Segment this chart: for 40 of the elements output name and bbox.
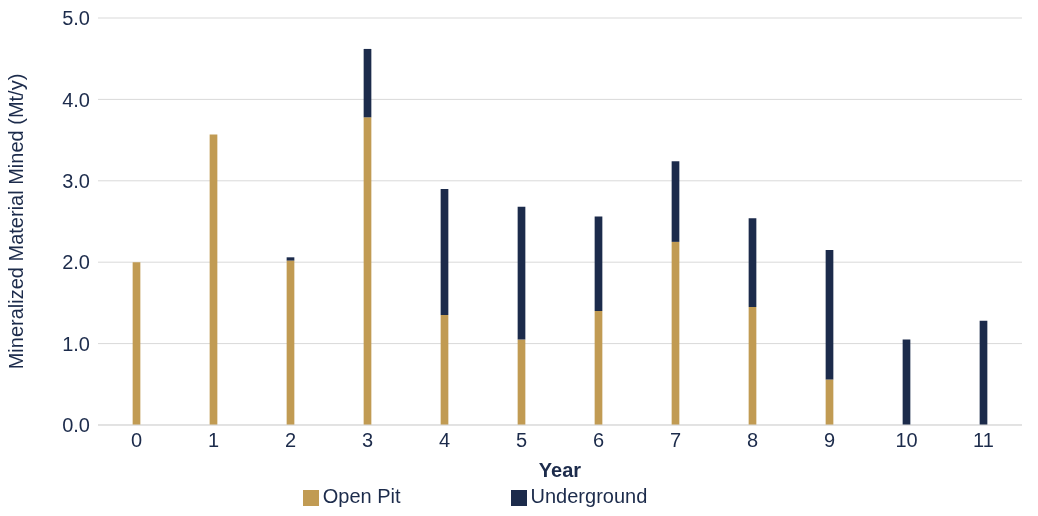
x-tick-label: 1	[207, 429, 220, 452]
bar	[132, 262, 141, 425]
x-tick-label: 2	[284, 429, 297, 452]
legend-label: Open Pit	[322, 485, 401, 507]
y-tick-label: 2.0	[62, 251, 90, 274]
bar	[440, 188, 449, 316]
bar	[363, 48, 372, 118]
x-tick-label: 9	[823, 429, 836, 452]
y-tick-label: 0.0	[62, 414, 90, 437]
bar	[594, 216, 603, 312]
bar	[825, 379, 834, 425]
y-tick-label: 1.0	[62, 332, 90, 355]
legend-label: Underground	[530, 485, 648, 507]
y-tick-label: 3.0	[62, 169, 90, 192]
bar	[748, 218, 757, 307]
y-tick-label: 5.0	[62, 7, 90, 30]
bar	[286, 260, 295, 425]
bar	[517, 206, 526, 340]
bar	[825, 249, 834, 380]
bar	[363, 117, 372, 425]
bar	[440, 315, 449, 425]
bar	[671, 241, 680, 425]
bar	[748, 306, 757, 425]
x-tick-label: 11	[973, 429, 994, 452]
bar	[671, 161, 680, 242]
y-axis-title: Mineralized Material Mined (Mt/y)	[5, 73, 28, 370]
bar	[594, 311, 603, 425]
x-tick-label: 8	[746, 429, 759, 452]
x-tick-label: 5	[515, 429, 528, 452]
x-tick-label: 4	[438, 429, 451, 452]
x-tick-label: 6	[592, 429, 605, 452]
bar	[286, 257, 295, 261]
bar	[979, 320, 988, 425]
x-tick-label: 3	[361, 429, 374, 452]
x-tick-label: 0	[130, 429, 143, 452]
bar	[209, 134, 218, 425]
x-axis-title: Year	[538, 459, 582, 481]
y-tick-label: 4.0	[62, 88, 90, 111]
x-tick-label: 7	[669, 429, 682, 452]
x-tick-label: 10	[895, 429, 918, 452]
